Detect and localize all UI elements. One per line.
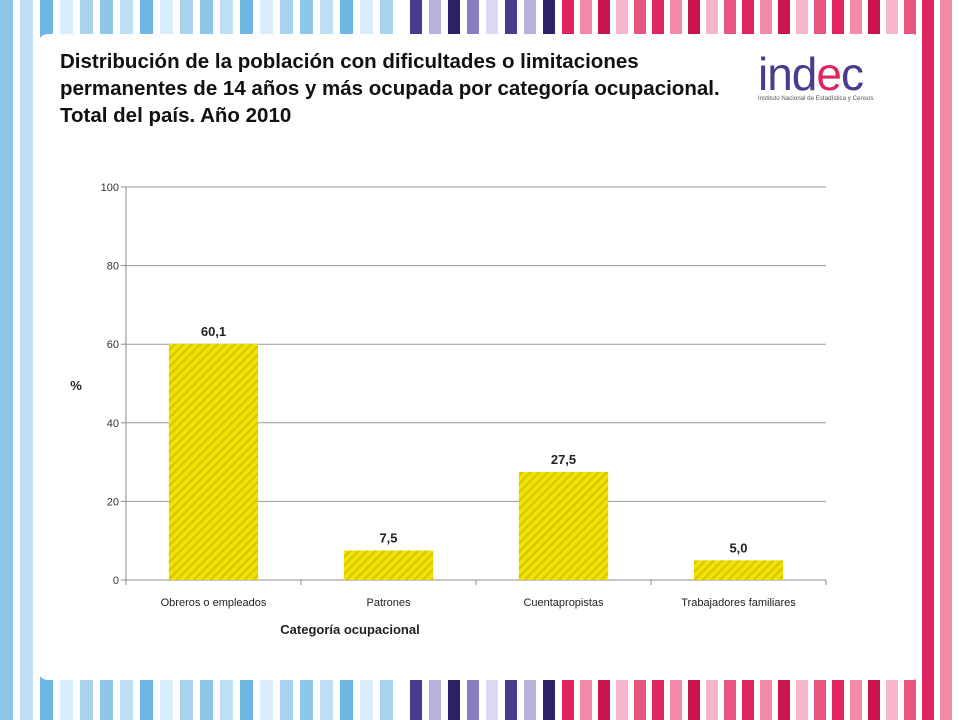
x-category-label: Obreros o empleados: [161, 597, 267, 609]
y-tick-label: 40: [107, 418, 119, 430]
page-title: Distribución de la población con dificul…: [60, 50, 720, 127]
bar: [168, 343, 259, 580]
indec-logo: indec Instituto Nacional de Estadística …: [758, 48, 893, 106]
data-label: 5,0: [729, 540, 747, 555]
indec-logo-subtitle: Instituto Nacional de Estadística y Cens…: [758, 95, 874, 102]
y-tick-label: 0: [113, 575, 119, 587]
bar: [343, 550, 434, 580]
bars: [168, 343, 784, 580]
data-label: 7,5: [379, 531, 397, 546]
x-category-label: Cuentapropistas: [523, 597, 604, 609]
y-axis-title: %: [70, 378, 82, 393]
y-tick-label: 100: [101, 182, 119, 194]
x-axis-title: Categoría ocupacional: [280, 622, 419, 637]
x-category-label: Patrones: [366, 597, 411, 609]
indec-logo-wordmark: indec: [758, 48, 864, 100]
labels: 0 20 40 60 80 100 60,1 Obreros o empleados 7,5 Pa…: [70, 182, 796, 637]
y-tick-label: 60: [107, 339, 119, 351]
y-tick-label: 20: [107, 496, 119, 508]
x-category-label: Trabajadores familiares: [681, 597, 796, 609]
bar: [693, 560, 784, 580]
data-label: 60,1: [201, 324, 226, 339]
bar: [518, 471, 609, 580]
data-label: 27,5: [551, 452, 576, 467]
y-tick-label: 80: [107, 261, 119, 273]
